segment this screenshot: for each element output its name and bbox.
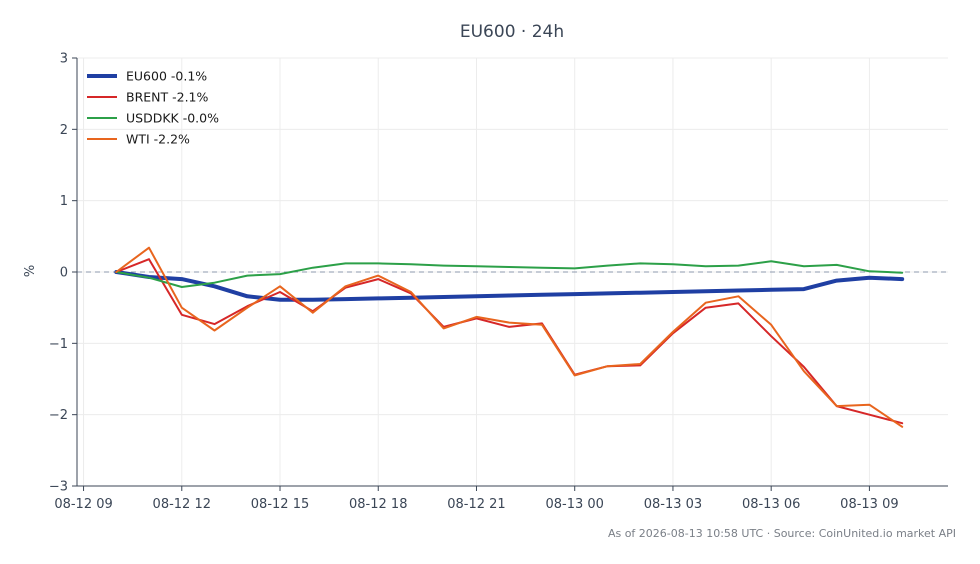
x-tick-label: 08-12 15 (251, 497, 309, 512)
legend-label: WTI -2.2% (126, 132, 190, 147)
x-tick-label: 08-12 21 (447, 497, 505, 512)
y-tick-label: −3 (49, 480, 68, 495)
legend-label: EU600 -0.1% (126, 69, 207, 84)
series-line-3 (115, 246, 904, 428)
legend: EU600 -0.1% BRENT -2.1% USDDKK -0.0% WTI -2… (87, 69, 219, 147)
chart-title: EU600 · 24h (460, 22, 564, 42)
legend-label: USDDKK -0.0% (126, 111, 219, 126)
y-tick-label: 3 (60, 52, 68, 67)
axes: −3 −2 −1 0 1 2 3 08-12 09 08-12 12 08-12 15 08-12 … (49, 52, 948, 512)
footer-source: As of 2026-08-13 10:58 UTC · Source: Coi… (608, 527, 956, 540)
x-tick-label: 08-13 00 (545, 497, 603, 512)
x-tick-label: 08-13 06 (742, 497, 800, 512)
series-line-2 (115, 260, 904, 288)
series-lines (114, 246, 905, 428)
y-axis-label: % (23, 265, 38, 277)
series-line-0 (114, 270, 905, 302)
y-tick-label: 0 (60, 266, 68, 281)
y-tick-label: −1 (49, 337, 68, 352)
x-tick-label: 08-12 09 (54, 497, 112, 512)
y-tick-label: 1 (60, 194, 68, 209)
x-tick-label: 08-13 03 (644, 497, 702, 512)
y-tick-label: 2 (60, 123, 68, 138)
x-tick-label: 08-13 09 (840, 497, 898, 512)
legend-label: BRENT -2.1% (126, 90, 209, 105)
x-tick-label: 08-12 12 (153, 497, 211, 512)
series-line-1 (115, 258, 904, 425)
x-tick-label: 08-12 18 (349, 497, 407, 512)
y-tick-label: −2 (49, 408, 68, 423)
